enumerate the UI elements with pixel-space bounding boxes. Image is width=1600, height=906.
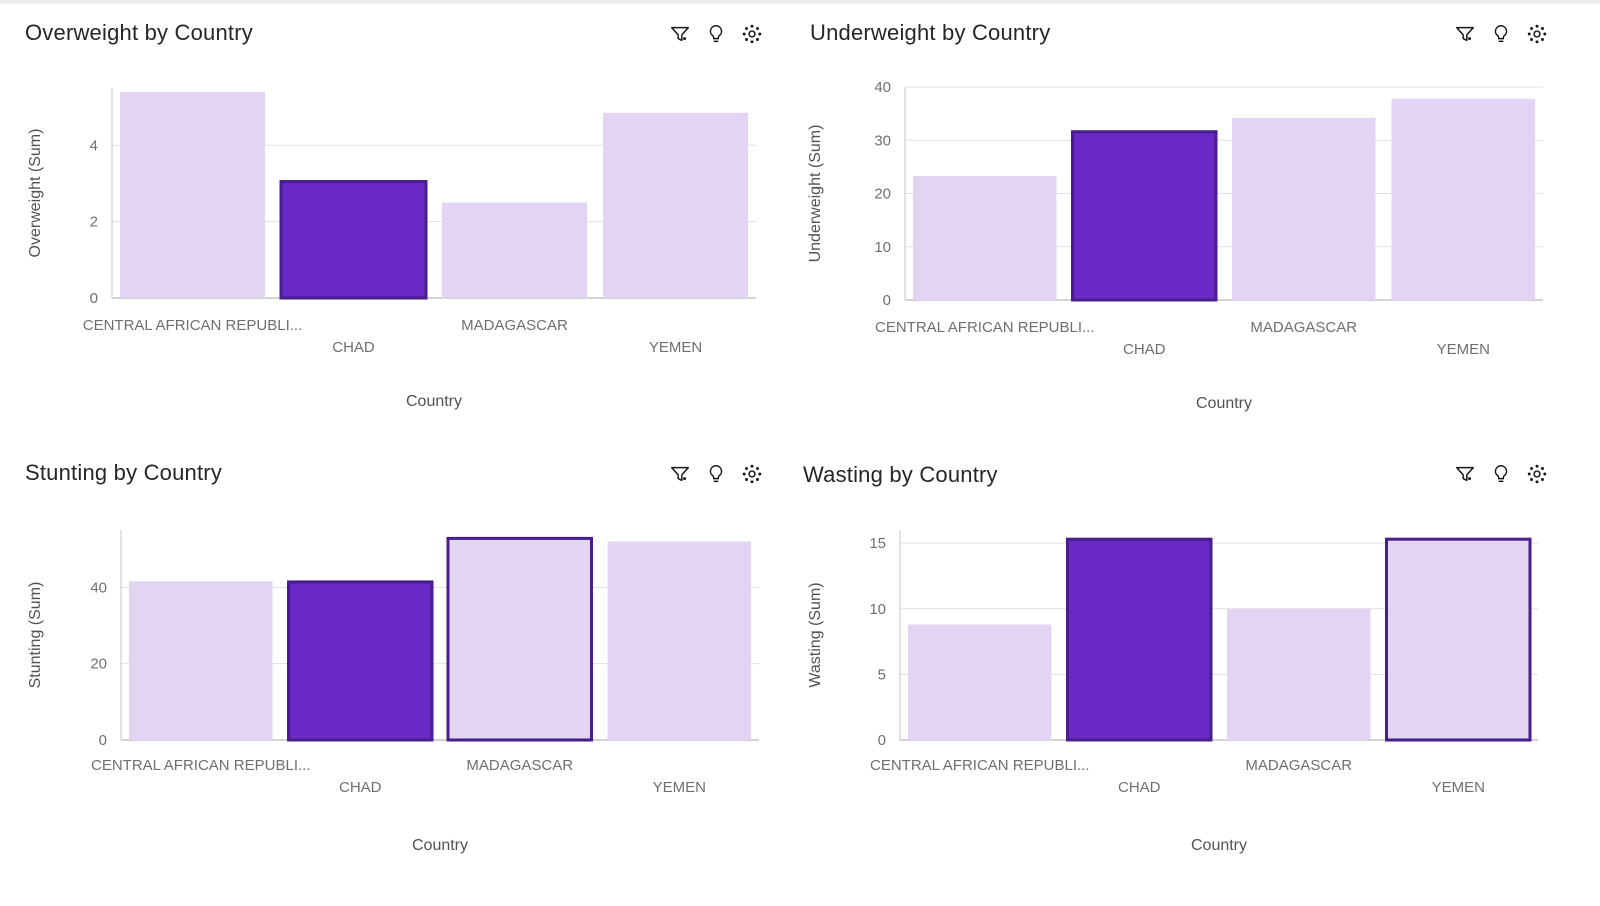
- chart-toolbar: [1451, 460, 1551, 488]
- bar[interactable]: [1232, 117, 1376, 300]
- bar[interactable]: [603, 112, 748, 299]
- bar-chart-svg: 0 10 20 30 40 CENTRAL AFRICAN REPUBLI... CHAD M…: [807, 79, 1543, 412]
- x-category-label: CHAD: [332, 339, 375, 356]
- x-category-label: YEMEN: [649, 339, 702, 356]
- bar-chart-svg: 0 5 10 15 CENTRAL AFRICAN REPUBLI... CHAD MADA…: [807, 530, 1538, 854]
- lightbulb-icon[interactable]: [702, 20, 730, 48]
- chart-title: Wasting by Country: [803, 462, 998, 487]
- y-axis-title: Stunting (Sum): [27, 582, 44, 689]
- bar[interactable]: [287, 580, 434, 742]
- x-category-label: YEMEN: [1432, 779, 1485, 796]
- overweight-chart-panel: Overweight by Country 0 2 4 CENTRAL AFRICAN…: [0, 0, 790, 440]
- y-tick-label: 15: [869, 535, 886, 552]
- y-tick-label: 20: [90, 656, 107, 673]
- wasting-chart-panel: Wasting by Country 0 5 10 15 CENTRAL AFRICAN…: [785, 440, 1575, 880]
- settings-icon[interactable]: [1523, 20, 1551, 48]
- filter-icon[interactable]: [666, 460, 694, 488]
- bar[interactable]: [1385, 537, 1532, 742]
- bar[interactable]: [1227, 608, 1371, 740]
- bar[interactable]: [607, 541, 752, 740]
- x-category-label: MADAGASCAR: [1250, 319, 1357, 336]
- x-category-label: YEMEN: [1437, 341, 1490, 358]
- chart-title: Stunting by Country: [25, 460, 223, 485]
- x-category-label: MADAGASCAR: [1245, 757, 1352, 774]
- x-category-label: CHAD: [1118, 779, 1161, 796]
- x-axis-title: Country: [406, 393, 462, 410]
- y-tick-label: 20: [874, 186, 891, 203]
- bar-chart-svg: 0 2 4 CENTRAL AFRICAN REPUBLI... CHAD MADAGAS…: [27, 88, 756, 410]
- y-tick-label: 2: [90, 214, 98, 231]
- x-axis-title: Country: [1191, 837, 1247, 854]
- x-category-label: CENTRAL AFRICAN REPUBLI...: [91, 757, 311, 774]
- stunting-chart-panel: Stunting by Country 0 20 40 CENTRAL AFRICAN…: [0, 440, 790, 880]
- x-axis-title: Country: [1196, 395, 1252, 412]
- settings-icon[interactable]: [738, 460, 766, 488]
- bar[interactable]: [908, 624, 1052, 741]
- x-category-label: MADAGASCAR: [461, 317, 568, 334]
- x-category-label: YEMEN: [653, 779, 706, 796]
- x-category-label: CENTRAL AFRICAN REPUBLI...: [870, 757, 1090, 774]
- filter-icon[interactable]: [1451, 460, 1479, 488]
- settings-icon[interactable]: [738, 20, 766, 48]
- x-category-label: CHAD: [1123, 341, 1166, 358]
- filter-icon[interactable]: [666, 20, 694, 48]
- y-tick-label: 40: [90, 579, 107, 596]
- y-tick-label: 30: [874, 132, 891, 149]
- y-tick-label: 0: [878, 732, 886, 749]
- bar[interactable]: [446, 536, 593, 742]
- lightbulb-icon[interactable]: [1487, 20, 1515, 48]
- bar[interactable]: [1071, 130, 1218, 302]
- bar[interactable]: [1391, 98, 1536, 300]
- bar[interactable]: [913, 175, 1057, 300]
- x-category-label: MADAGASCAR: [466, 757, 573, 774]
- bar-chart-svg: 0 20 40 CENTRAL AFRICAN REPUBLI... CHAD MADAG…: [27, 530, 759, 854]
- y-tick-label: 4: [90, 137, 98, 154]
- y-tick-label: 10: [869, 601, 886, 618]
- bar[interactable]: [129, 581, 273, 740]
- y-tick-label: 0: [90, 290, 98, 307]
- bar[interactable]: [120, 91, 265, 299]
- y-axis-title: Underweight (Sum): [807, 125, 824, 263]
- chart-title: Underweight by Country: [810, 20, 1051, 45]
- x-axis-title: Country: [412, 837, 468, 854]
- bar[interactable]: [1066, 537, 1213, 742]
- chart-toolbar: [666, 460, 766, 488]
- bar[interactable]: [279, 180, 428, 300]
- chart-toolbar: [1451, 20, 1551, 48]
- chart-toolbar: [666, 20, 766, 48]
- y-tick-label: 0: [99, 732, 107, 749]
- x-category-label: CENTRAL AFRICAN REPUBLI...: [83, 317, 303, 334]
- y-tick-label: 40: [874, 79, 891, 96]
- bar[interactable]: [442, 202, 587, 298]
- settings-icon[interactable]: [1523, 460, 1551, 488]
- y-axis-title: Wasting (Sum): [807, 582, 824, 687]
- underweight-chart-panel: Underweight by Country 0 10 20 30 40 CENTRAL …: [785, 0, 1575, 440]
- y-tick-label: 10: [874, 239, 891, 256]
- filter-icon[interactable]: [1451, 20, 1479, 48]
- y-tick-label: 0: [883, 292, 891, 309]
- x-category-label: CENTRAL AFRICAN REPUBLI...: [875, 319, 1095, 336]
- top-divider: [0, 0, 1600, 4]
- y-axis-title: Overweight (Sum): [27, 129, 44, 258]
- y-tick-label: 5: [878, 666, 886, 683]
- x-category-label: CHAD: [339, 779, 382, 796]
- lightbulb-icon[interactable]: [1487, 460, 1515, 488]
- lightbulb-icon[interactable]: [702, 460, 730, 488]
- chart-title: Overweight by Country: [25, 20, 253, 45]
